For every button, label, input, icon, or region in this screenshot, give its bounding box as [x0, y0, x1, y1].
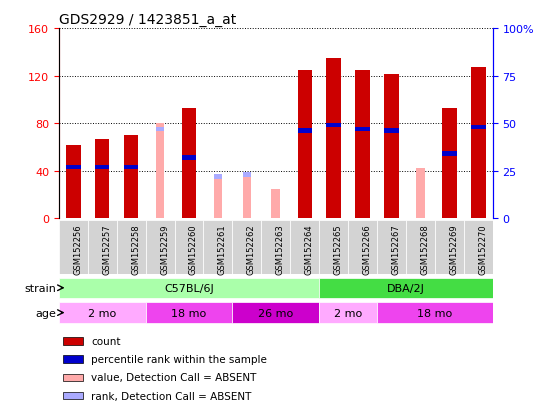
- Bar: [175, 221, 203, 275]
- Text: GSM152270: GSM152270: [478, 224, 487, 274]
- Bar: [406, 221, 435, 275]
- Text: GSM152258: GSM152258: [131, 224, 140, 274]
- Bar: [319, 278, 493, 298]
- Bar: [88, 221, 116, 275]
- Text: DBA/2J: DBA/2J: [387, 283, 425, 293]
- Bar: [63, 337, 83, 345]
- Bar: [326, 123, 341, 128]
- Text: percentile rank within the sample: percentile rank within the sample: [91, 354, 267, 364]
- Bar: [319, 221, 348, 275]
- Text: GSM152266: GSM152266: [363, 224, 372, 274]
- Bar: [66, 145, 81, 219]
- Bar: [59, 278, 319, 298]
- Bar: [326, 59, 341, 219]
- Text: rank, Detection Call = ABSENT: rank, Detection Call = ABSENT: [91, 391, 252, 401]
- Bar: [213, 177, 222, 219]
- Bar: [59, 221, 88, 275]
- Bar: [156, 124, 165, 219]
- Bar: [124, 165, 138, 170]
- Bar: [213, 175, 222, 180]
- Text: GSM152261: GSM152261: [218, 224, 227, 274]
- Text: GSM152259: GSM152259: [160, 224, 169, 274]
- Bar: [384, 129, 399, 134]
- Bar: [356, 71, 370, 219]
- Text: C57BL/6J: C57BL/6J: [164, 283, 214, 293]
- Text: GSM152260: GSM152260: [189, 224, 198, 274]
- Bar: [242, 173, 251, 178]
- Bar: [356, 127, 370, 132]
- Bar: [182, 109, 196, 219]
- Text: age: age: [35, 308, 56, 318]
- Bar: [262, 221, 290, 275]
- Bar: [59, 303, 146, 323]
- Text: GSM152269: GSM152269: [449, 224, 459, 274]
- Text: count: count: [91, 336, 121, 346]
- Text: GSM152267: GSM152267: [391, 224, 400, 274]
- Bar: [348, 221, 377, 275]
- Bar: [471, 125, 486, 130]
- Text: 2 mo: 2 mo: [334, 308, 362, 318]
- Bar: [95, 165, 109, 170]
- Bar: [63, 392, 83, 399]
- Bar: [442, 109, 456, 219]
- Text: GSM152257: GSM152257: [102, 224, 111, 274]
- Bar: [232, 303, 319, 323]
- Bar: [203, 221, 232, 275]
- Bar: [95, 139, 109, 219]
- Bar: [272, 189, 280, 219]
- Text: value, Detection Call = ABSENT: value, Detection Call = ABSENT: [91, 373, 256, 382]
- Text: GSM152268: GSM152268: [421, 224, 430, 274]
- Bar: [66, 165, 81, 170]
- Bar: [471, 68, 486, 219]
- Bar: [242, 174, 251, 219]
- Bar: [416, 169, 425, 219]
- Bar: [297, 71, 312, 219]
- Bar: [63, 356, 83, 363]
- Text: strain: strain: [24, 283, 56, 293]
- Bar: [290, 221, 319, 275]
- Bar: [464, 221, 493, 275]
- Bar: [116, 221, 146, 275]
- Bar: [319, 303, 377, 323]
- Text: 18 mo: 18 mo: [171, 308, 207, 318]
- Text: GSM152264: GSM152264: [305, 224, 314, 274]
- Bar: [442, 152, 456, 157]
- Text: GSM152262: GSM152262: [247, 224, 256, 274]
- Text: 2 mo: 2 mo: [88, 308, 116, 318]
- Bar: [146, 221, 175, 275]
- Text: 18 mo: 18 mo: [417, 308, 452, 318]
- Bar: [146, 303, 232, 323]
- Text: GDS2929 / 1423851_a_at: GDS2929 / 1423851_a_at: [59, 12, 236, 26]
- Bar: [377, 303, 493, 323]
- Text: GSM152265: GSM152265: [334, 224, 343, 274]
- Bar: [156, 127, 165, 132]
- Text: GSM152256: GSM152256: [73, 224, 82, 274]
- Bar: [63, 374, 83, 381]
- Text: 26 mo: 26 mo: [258, 308, 293, 318]
- Bar: [384, 75, 399, 219]
- Bar: [232, 221, 262, 275]
- Bar: [377, 221, 406, 275]
- Text: GSM152263: GSM152263: [276, 224, 285, 274]
- Bar: [182, 156, 196, 161]
- Bar: [124, 136, 138, 219]
- Bar: [435, 221, 464, 275]
- Bar: [297, 129, 312, 134]
